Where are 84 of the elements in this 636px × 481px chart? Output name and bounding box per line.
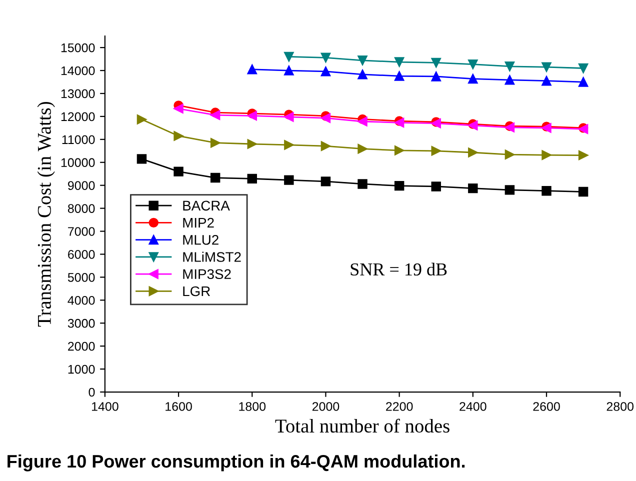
y-tick-label: 4000 <box>68 296 95 305</box>
annotation: SNR = 19 dB <box>350 262 447 276</box>
x-tick-label: 2600 <box>533 402 560 411</box>
y-tick-label: 11000 <box>62 135 95 144</box>
point <box>394 71 404 81</box>
point <box>394 57 404 67</box>
y-tick-label: 5000 <box>68 272 95 282</box>
point <box>136 114 147 124</box>
point <box>542 150 552 160</box>
point <box>284 140 294 150</box>
point <box>578 77 588 87</box>
point <box>578 186 588 197</box>
legend-label: MIP3S2 <box>183 269 231 280</box>
point <box>174 131 184 141</box>
point <box>358 56 368 66</box>
y-tick-label: 3000 <box>68 318 95 328</box>
y-tick-label: 14000 <box>61 66 95 76</box>
point <box>284 66 294 76</box>
point <box>504 62 515 72</box>
x-tick-label: 1600 <box>166 402 192 411</box>
legend-label: MLU2 <box>183 234 218 245</box>
y-tick-label: 8000 <box>68 204 95 213</box>
point <box>358 144 368 154</box>
point <box>247 174 257 184</box>
point <box>468 148 478 158</box>
y-tick-label: 7000 <box>68 227 95 236</box>
y-tick-label: 10000 <box>61 158 95 168</box>
point <box>320 52 331 63</box>
point <box>358 116 368 126</box>
point <box>284 52 294 62</box>
point <box>320 141 331 151</box>
x-tick-label: 2200 <box>386 402 413 411</box>
point <box>504 185 515 195</box>
point <box>394 180 404 191</box>
x-tick-label: 2000 <box>312 402 340 411</box>
point <box>431 72 441 82</box>
point <box>247 64 257 74</box>
legend-label: BACRA <box>183 200 230 211</box>
y-axis-title: Transmission Cost (in Watts) <box>37 102 55 327</box>
point <box>136 154 147 164</box>
x-tick-label: 2400 <box>460 402 486 411</box>
y-tick-label: 9000 <box>68 181 95 190</box>
y-tick-label: 13000 <box>61 89 95 98</box>
point <box>284 112 294 122</box>
point <box>284 175 294 185</box>
point <box>174 104 184 114</box>
x-tick-label: 2800 <box>606 402 634 411</box>
y-tick-label: 0 <box>88 388 95 397</box>
legend-label: MIP2 <box>183 218 214 228</box>
point <box>210 138 220 148</box>
x-tick-label: 1400 <box>92 402 118 411</box>
y-tick-label: 15000 <box>61 43 95 52</box>
y-tick-label: 2000 <box>68 342 95 351</box>
point <box>431 182 441 192</box>
point <box>210 110 220 120</box>
legend-label: MLiMST2 <box>183 252 241 262</box>
point <box>320 66 331 76</box>
point <box>431 146 441 156</box>
point <box>504 75 515 85</box>
x-axis-title: Total number of nodes <box>275 418 450 433</box>
point <box>247 110 257 121</box>
point <box>174 166 184 176</box>
point <box>468 183 478 194</box>
y-tick-label: 6000 <box>68 250 95 259</box>
point <box>431 58 441 68</box>
point <box>468 59 478 70</box>
legend-label: LGR <box>183 286 210 296</box>
point <box>542 62 552 72</box>
y-tick-label: 12000 <box>61 112 95 122</box>
point <box>504 150 515 160</box>
x-tick-label: 1800 <box>239 402 266 411</box>
point <box>578 150 588 160</box>
point <box>247 139 257 149</box>
point <box>210 172 220 183</box>
point <box>320 176 331 186</box>
y-tick-label: 1000 <box>68 364 95 374</box>
point <box>468 74 478 84</box>
point <box>542 186 552 196</box>
point <box>578 63 588 74</box>
point <box>358 70 368 80</box>
point <box>542 76 552 86</box>
point <box>358 179 368 189</box>
caption: Figure 10 Power consumption in 64-QAM modulation. <box>8 454 465 472</box>
point <box>394 146 404 156</box>
